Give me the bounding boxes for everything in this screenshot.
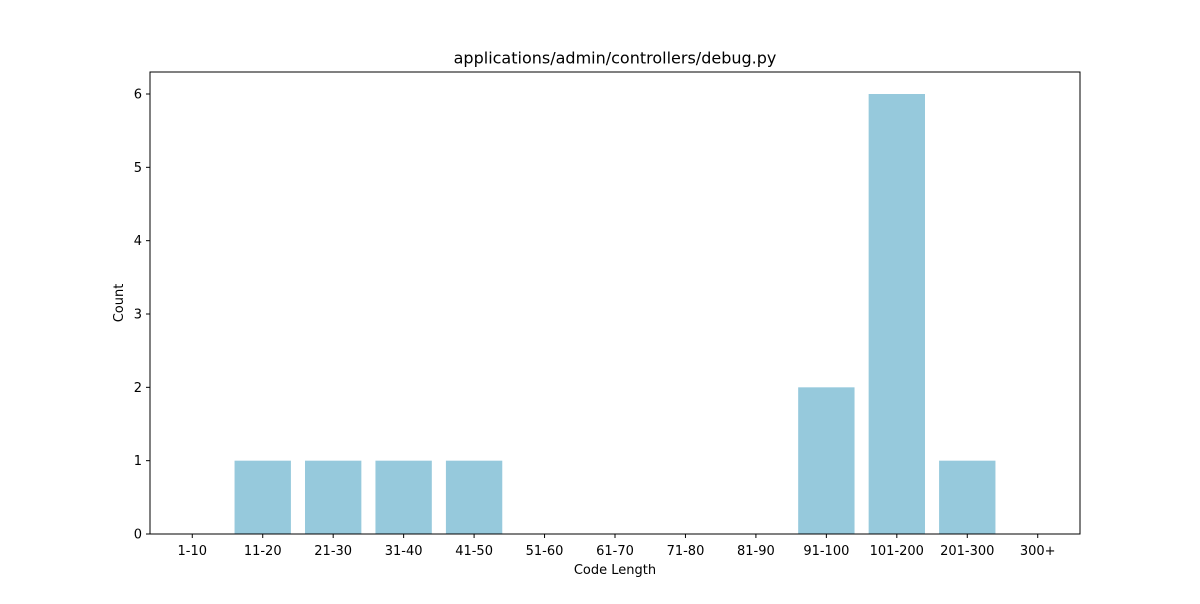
x-axis: 1-10 11-20 21-30 31-40 41-50 51-60 61-70 71-80 8… [178, 534, 1056, 559]
x-tick-label: 1-10 [178, 544, 208, 559]
x-tick-label: 101-200 [870, 544, 924, 559]
y-tick-label: 0 [134, 528, 142, 543]
x-tick-label: 41-50 [455, 544, 493, 559]
x-tick-label: 31-40 [385, 544, 423, 559]
x-tick-label: 61-70 [596, 544, 634, 559]
x-tick-label: 300+ [1020, 544, 1056, 559]
y-axis: 0 1 2 3 4 5 6 [134, 88, 150, 543]
bar-11-20 [234, 460, 291, 534]
x-tick-label: 91-100 [803, 544, 849, 559]
y-tick-label: 4 [134, 234, 142, 249]
bar-91-100 [798, 387, 855, 534]
bar-31-40 [375, 460, 432, 534]
chart-title: applications/admin/controllers/debug.py [454, 49, 777, 68]
x-tick-label: 11-20 [244, 544, 282, 559]
bar-101-200 [868, 94, 925, 534]
y-axis-label: Count [112, 284, 127, 323]
bars-group [234, 94, 996, 534]
x-tick-label: 51-60 [526, 544, 564, 559]
bar-201-300 [939, 460, 996, 534]
x-tick-label: 71-80 [667, 544, 705, 559]
y-tick-label: 3 [134, 308, 142, 323]
y-tick-label: 1 [134, 454, 142, 469]
x-tick-label: 81-90 [737, 544, 775, 559]
bar-21-30 [305, 460, 362, 534]
x-tick-label: 201-300 [940, 544, 994, 559]
bar-41-50 [445, 460, 503, 534]
y-tick-label: 6 [134, 88, 142, 103]
y-tick-label: 2 [134, 381, 142, 396]
y-tick-label: 5 [134, 161, 142, 176]
x-axis-label: Code Length [574, 563, 656, 578]
x-tick-label: 21-30 [314, 544, 352, 559]
